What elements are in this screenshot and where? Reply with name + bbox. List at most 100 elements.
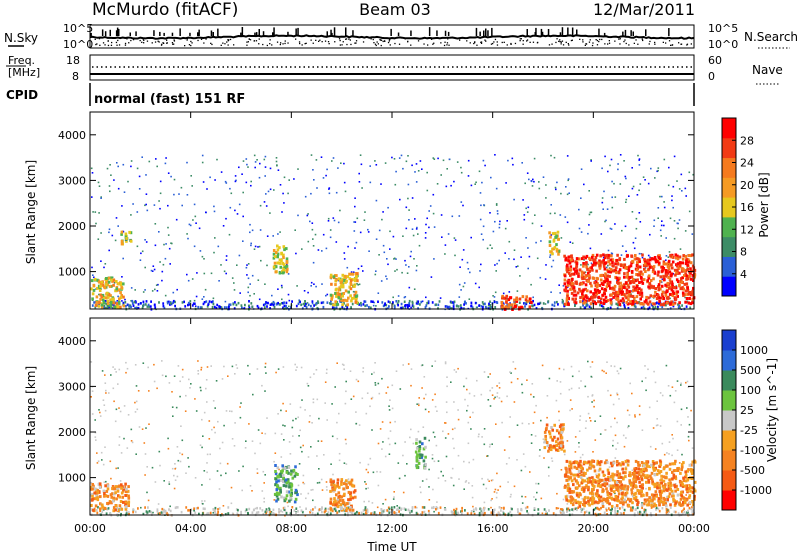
- echo-speck: [195, 295, 198, 298]
- echo-cell: [676, 488, 680, 491]
- echo-speck: [583, 183, 585, 186]
- echo-cell: [422, 459, 426, 463]
- echo-speck: [675, 285, 678, 287]
- echo-cell: [593, 258, 597, 262]
- echo-speck: [165, 157, 167, 159]
- echo-speck: [460, 201, 463, 203]
- echo-speck: [110, 374, 112, 376]
- colorbar-tick-label: 24: [740, 157, 754, 170]
- echo-speck: [433, 510, 435, 513]
- echo-speck: [440, 214, 443, 216]
- echo-speck: [440, 174, 442, 176]
- echo-speck: [244, 303, 246, 307]
- echo-speck: [471, 496, 474, 499]
- echo-speck: [542, 438, 545, 440]
- echo-cell: [594, 261, 598, 265]
- noise-search-point: [562, 44, 565, 46]
- echo-cell: [626, 487, 629, 491]
- echo-cell: [337, 296, 341, 300]
- echo-cell: [575, 491, 579, 495]
- echo-cell: [93, 497, 96, 501]
- echo-speck: [136, 167, 139, 170]
- echo-speck: [203, 500, 206, 502]
- echo-speck: [470, 236, 472, 239]
- echo-speck: [601, 201, 604, 204]
- echo-speck: [242, 160, 245, 162]
- echo-cell: [349, 294, 352, 298]
- echo-cell: [564, 285, 568, 289]
- echo-speck: [446, 411, 448, 414]
- echo-cell: [599, 260, 603, 264]
- echo-speck: [230, 192, 233, 195]
- noise-search-point: [649, 40, 651, 43]
- echo-cell: [418, 445, 422, 448]
- echo-cell: [627, 293, 631, 297]
- echo-cell: [273, 261, 277, 265]
- echo-cell: [680, 269, 684, 273]
- echo-speck: [421, 387, 423, 389]
- echo-speck: [392, 301, 394, 304]
- echo-cell: [548, 447, 551, 450]
- echo-cell: [665, 290, 668, 294]
- echo-speck: [404, 441, 406, 443]
- echo-speck: [258, 176, 261, 179]
- echo-speck: [336, 511, 339, 514]
- echo-speck: [193, 302, 196, 305]
- echo-speck: [562, 440, 565, 443]
- echo-speck: [673, 401, 676, 404]
- echo-speck: [638, 159, 640, 161]
- noise-search-point: [321, 41, 323, 43]
- echo-cell: [687, 260, 690, 264]
- echo-cell: [573, 289, 577, 293]
- echo-speck: [367, 471, 369, 474]
- echo-speck: [437, 307, 439, 310]
- echo-speck: [316, 187, 318, 189]
- echo-cell: [349, 281, 353, 285]
- echo-cell: [348, 285, 351, 289]
- echo-speck: [176, 475, 179, 478]
- echo-cell: [553, 435, 556, 439]
- echo-speck: [482, 238, 484, 241]
- echo-speck: [184, 410, 187, 412]
- echo-speck: [655, 506, 658, 510]
- echo-speck: [482, 483, 485, 486]
- echo-speck: [317, 300, 319, 303]
- noise-spike: [491, 27, 493, 36]
- echo-cell: [582, 264, 585, 268]
- echo-speck: [567, 480, 570, 483]
- echo-cell: [286, 267, 289, 271]
- echo-speck: [501, 421, 503, 424]
- echo-cell: [276, 475, 279, 478]
- echo-speck: [404, 304, 406, 307]
- echo-speck: [163, 510, 166, 513]
- echo-speck: [585, 510, 588, 513]
- echo-speck: [435, 508, 437, 511]
- echo-speck: [143, 442, 146, 444]
- echo-speck: [362, 509, 365, 512]
- echo-speck: [490, 506, 492, 509]
- echo-speck: [265, 301, 267, 304]
- echo-speck: [409, 436, 411, 439]
- echo-speck: [137, 507, 139, 510]
- colorbar-segment: [722, 256, 736, 277]
- echo-speck: [428, 511, 431, 515]
- echo-speck: [508, 258, 510, 260]
- echo-cell: [279, 474, 283, 478]
- echo-speck: [659, 479, 661, 481]
- echo-speck: [644, 511, 647, 514]
- echo-cell: [567, 255, 571, 259]
- echo-speck: [466, 261, 469, 264]
- echo-cell: [676, 271, 680, 275]
- echo-cell: [125, 239, 128, 243]
- echo-speck: [454, 427, 456, 430]
- echo-speck: [531, 222, 534, 225]
- echo-speck: [323, 510, 326, 514]
- echo-cell: [651, 460, 655, 463]
- echo-speck: [436, 183, 439, 185]
- echo-cell: [560, 436, 564, 440]
- echo-speck: [206, 366, 209, 368]
- echo-cell: [293, 470, 296, 474]
- echo-speck: [387, 437, 390, 440]
- echo-speck: [375, 270, 377, 272]
- noise-spikes: [90, 27, 670, 36]
